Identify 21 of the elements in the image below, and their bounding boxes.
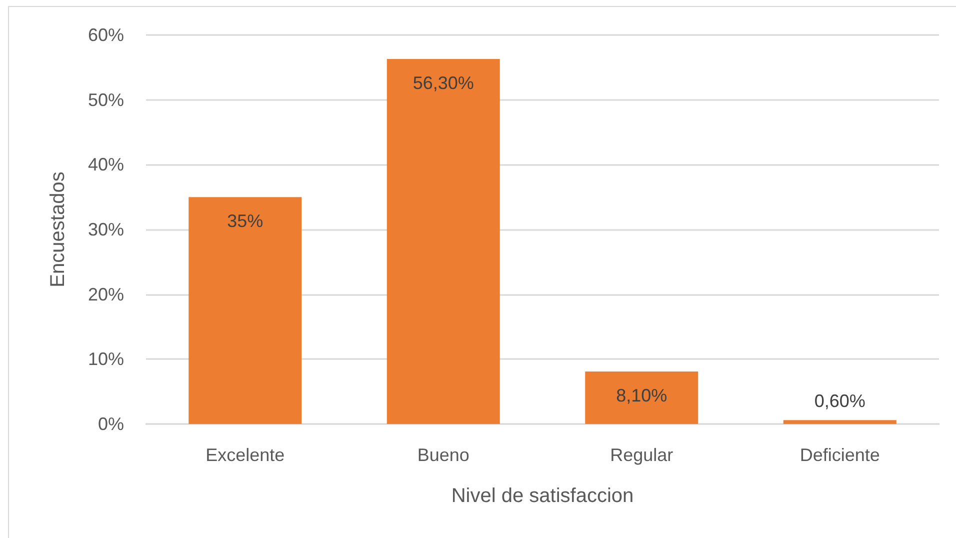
x-tick-label: Excelente xyxy=(206,445,285,465)
x-tick-label: Regular xyxy=(610,445,674,465)
bar xyxy=(783,420,896,424)
x-tick-label: Bueno xyxy=(417,445,470,465)
x-tick-label: Deficiente xyxy=(800,445,880,465)
y-tick-label: 50% xyxy=(88,90,124,110)
data-label: 0,60% xyxy=(814,391,866,412)
bar xyxy=(188,197,302,424)
x-axis-title: Nivel de satisfaccion xyxy=(451,485,634,507)
y-tick-label: 30% xyxy=(88,220,124,240)
data-label: 35% xyxy=(227,211,264,232)
y-tick-label: 0% xyxy=(98,414,124,434)
y-tick-label: 40% xyxy=(88,154,124,175)
data-label: 56,30% xyxy=(412,72,474,93)
y-tick-label: 10% xyxy=(88,349,124,370)
y-tick-label: 20% xyxy=(88,284,124,304)
y-tick-label: 60% xyxy=(88,25,124,45)
y-axis-title: Encuestados xyxy=(47,172,69,288)
data-label: 8,10% xyxy=(616,385,668,406)
bar xyxy=(585,371,698,424)
bar xyxy=(386,58,500,424)
